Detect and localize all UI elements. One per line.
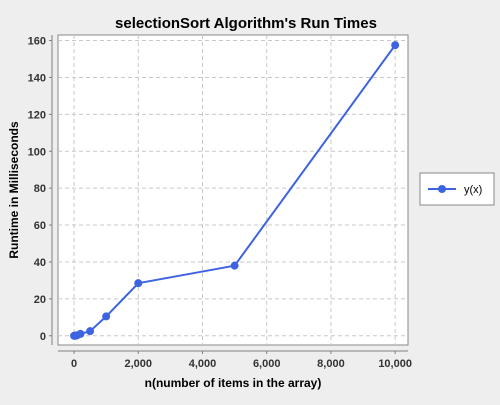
tick-labels: 0 2,000 4,000 6,000 8,000 10,000 0 20 40 60 80 100 1… xyxy=(28,36,412,370)
y-axis-label: Runtime in Milliseconds xyxy=(7,121,21,259)
data-point xyxy=(86,327,95,336)
data-point xyxy=(230,261,239,270)
y-tick-label: 40 xyxy=(34,257,46,269)
plot-area xyxy=(57,34,409,346)
x-tick-label: 10,000 xyxy=(378,358,412,370)
x-tick-label: 2,000 xyxy=(125,358,153,370)
data-point xyxy=(134,279,143,288)
grid-lines xyxy=(58,35,408,345)
x-tick-label: 0 xyxy=(71,358,77,370)
legend-entry-label: y(x) xyxy=(464,184,482,196)
x-tick-label: 8,000 xyxy=(317,358,345,370)
y-tick-label: 20 xyxy=(34,294,46,306)
data-point xyxy=(391,41,400,50)
axes xyxy=(49,35,408,354)
x-tick-label: 4,000 xyxy=(189,358,217,370)
y-tick-label: 160 xyxy=(28,36,46,48)
y-tick-label: 100 xyxy=(28,146,46,158)
y-tick-label: 120 xyxy=(28,109,46,121)
data-point xyxy=(102,312,111,321)
y-tick-label: 140 xyxy=(28,72,46,84)
data-point xyxy=(76,329,85,338)
chart-title: selectionSort Algorithm's Run Times xyxy=(115,15,377,32)
legend: y(x) xyxy=(419,172,495,206)
y-tick-label: 0 xyxy=(40,331,46,343)
y-tick-label: 60 xyxy=(34,220,46,232)
series-layer xyxy=(70,41,400,340)
legend-dot-marker xyxy=(438,185,446,193)
x-axis-label: n(number of items in the array) xyxy=(145,376,322,390)
y-tick-label: 80 xyxy=(34,183,46,195)
x-tick-label: 6,000 xyxy=(253,358,281,370)
